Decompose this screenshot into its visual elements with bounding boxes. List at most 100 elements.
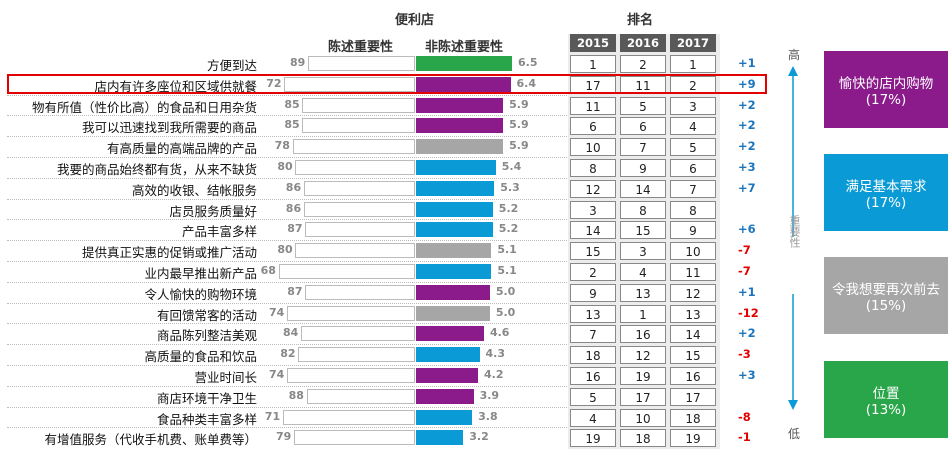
- stated-box: [287, 368, 415, 383]
- rank-cell-2017: 18: [670, 408, 716, 427]
- stated-box: [305, 284, 415, 300]
- stated-box: [301, 326, 415, 342]
- rank-cell-2015: 5: [570, 387, 616, 406]
- rank-cell-2015: 6: [570, 117, 616, 136]
- rank-cell-2015: 12: [570, 179, 616, 198]
- nonstated-bar: [416, 409, 473, 425]
- pillar-enjoyable-shopping: 愉快的店内购物 (17%): [824, 51, 948, 128]
- nonstated-value: 5.0: [495, 284, 516, 298]
- nonstated-bar: [416, 305, 490, 321]
- nonstated-value: 5.9: [509, 118, 529, 132]
- stated-value: 74: [269, 368, 285, 381]
- rank-cell-2017: 4: [670, 117, 716, 136]
- stated-box: [287, 305, 415, 321]
- pillar-title: 令我想要再次前去: [832, 281, 940, 298]
- rank-change: +2: [738, 118, 756, 133]
- row-label: 店内有许多座位和区域供就餐: [94, 78, 257, 94]
- nonstated-bar: [416, 180, 495, 196]
- nonstated-bar: [416, 97, 504, 113]
- stated-box: [308, 56, 415, 71]
- row-label: 有回馈常客的活动: [156, 307, 257, 323]
- stated-value: 82: [280, 347, 296, 361]
- rank-cell-2017: 12: [670, 283, 716, 302]
- rank-cell-2016: 18: [620, 429, 666, 448]
- nonstated-value: 5.1: [497, 264, 517, 277]
- stated-box: [302, 118, 415, 134]
- rank-cell-2016: 3: [620, 242, 666, 261]
- stated-box: [295, 243, 415, 259]
- pillar-percent: (17%): [865, 194, 907, 211]
- nonstated-value: 5.0: [495, 305, 516, 319]
- rank-change: +1: [738, 284, 756, 299]
- row-label: 食品种类丰富多样: [156, 411, 257, 427]
- stated-value: 88: [288, 388, 304, 402]
- row-separator: [7, 344, 567, 346]
- row-separator: [7, 177, 567, 179]
- row-label: 我要的商品始终都有货，从来不缺货: [56, 162, 257, 177]
- importance-axis: [788, 66, 798, 410]
- stated-box: [302, 97, 415, 113]
- rank-cell-2017: 17: [670, 387, 716, 406]
- stated-value: 84: [283, 326, 299, 340]
- stated-box: [278, 264, 415, 279]
- stated-box: [284, 76, 415, 92]
- stated-value: 86: [285, 180, 302, 194]
- nonstated-value: 5.9: [509, 139, 529, 153]
- nonstated-value: 3.9: [479, 388, 500, 402]
- row-separator: [7, 261, 567, 262]
- nonstated-bar: [416, 368, 479, 383]
- rank-cell-2016: 15: [620, 221, 666, 240]
- rank-change: -3: [738, 347, 751, 362]
- rank-change: +2: [738, 326, 756, 341]
- nonstated-bar: [416, 264, 492, 279]
- rank-change: -1: [738, 430, 751, 445]
- nonstated-value: 5.1: [497, 243, 517, 257]
- row-separator: [7, 385, 567, 387]
- rank-cell-2015: 10: [570, 138, 616, 157]
- rank-cell-2016: 12: [620, 346, 666, 365]
- rank-cell-2016: 19: [620, 367, 666, 385]
- rank-cell-2017: 3: [670, 96, 716, 115]
- nonstated-bar: [416, 347, 480, 363]
- row-label: 商品陈列整洁美观: [156, 328, 257, 344]
- row-separator: [7, 323, 567, 325]
- rank-cell-2016: 10: [620, 408, 666, 427]
- nonstated-value: 5.4: [501, 160, 522, 173]
- row-label: 提供真正实惠的促销或推广活动: [81, 245, 257, 261]
- stated-box: [295, 160, 415, 175]
- nonstated-bar: [416, 243, 492, 259]
- rank-cell-2016: 4: [620, 263, 666, 281]
- nonstated-value: 4.6: [489, 326, 510, 340]
- nonstated-bar: [416, 160, 496, 175]
- nonstated-bar: [416, 76, 511, 92]
- row-label: 业内最早推出新产品: [144, 266, 257, 281]
- rank-cell-2015: 18: [570, 346, 616, 365]
- rank-cell-2015: 1: [570, 55, 616, 73]
- rank-cell-2017: 14: [670, 325, 716, 344]
- store-type-header: 便利店: [395, 13, 435, 28]
- stated-value: 87: [287, 222, 303, 236]
- nonstated-value: 5.3: [500, 180, 520, 194]
- nonstated-value: 6.4: [516, 76, 537, 90]
- stated-box: [298, 347, 415, 363]
- nonstated-value: 5.2: [498, 222, 519, 236]
- row-label: 营业时间长: [194, 370, 257, 385]
- rank-cell-2016: 8: [620, 200, 666, 219]
- axis-high-label: 高: [788, 48, 801, 62]
- stated-value: 86: [285, 201, 302, 215]
- stated-value: 79: [276, 430, 292, 444]
- rank-cell-2017: 5: [670, 138, 716, 157]
- rank-cell-2015: 14: [570, 221, 616, 240]
- rank-header: 排名: [627, 13, 654, 28]
- rank-change: +9: [738, 76, 756, 91]
- axis-down-arrow: [788, 400, 798, 410]
- row-label: 高效的收银、结帐服务: [131, 182, 257, 198]
- pillar-location: 位置 (13%): [824, 361, 948, 438]
- rank-cell-2015: 11: [570, 96, 616, 115]
- stated-value: 85: [284, 97, 300, 111]
- nonstated-value: 6.5: [518, 56, 538, 69]
- rank-cell-2016: 16: [620, 325, 666, 344]
- row-separator: [7, 136, 567, 138]
- row-label: 高质量的食品和饮品: [144, 349, 257, 365]
- rank-cell-2017: 8: [670, 200, 716, 219]
